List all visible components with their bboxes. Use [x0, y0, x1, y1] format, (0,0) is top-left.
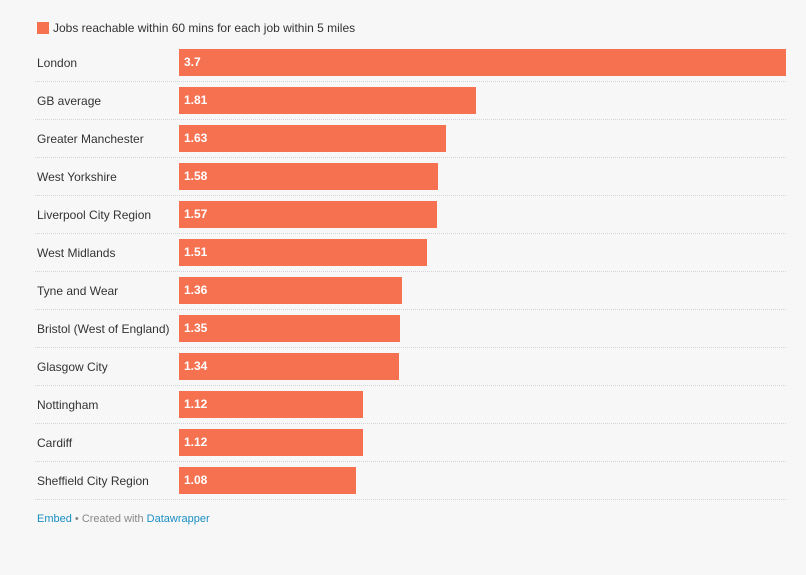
bar-value-label: 1.12 [184, 397, 208, 411]
bar-row: Nottingham 1.12 [35, 386, 786, 424]
bar [179, 87, 476, 114]
bar [179, 391, 363, 418]
bar [179, 201, 437, 228]
legend: Jobs reachable within 60 mins for each j… [37, 20, 355, 36]
category-label: Cardiff [37, 436, 73, 450]
bar-value-label: 1.34 [184, 359, 208, 373]
datawrapper-link[interactable]: Datawrapper [146, 513, 210, 525]
bar [179, 467, 356, 494]
bar-row: GB average 1.81 [35, 82, 786, 120]
bar-row: London 3.7 [35, 44, 786, 82]
category-label: GB average [37, 94, 102, 108]
bar-value-label: 1.63 [184, 131, 208, 145]
bar-value-label: 3.7 [184, 55, 201, 69]
category-label: London [37, 56, 78, 70]
bar-row: West Yorkshire 1.58 [35, 158, 786, 196]
footer-separator: • Created with [71, 513, 147, 525]
bar [179, 315, 400, 342]
legend-swatch [37, 22, 49, 34]
category-label: Greater Manchester [37, 132, 144, 146]
bar-row: Tyne and Wear 1.36 [35, 272, 786, 310]
category-label: Sheffield City Region [37, 474, 149, 488]
bar-value-label: 1.57 [184, 207, 208, 221]
bar-value-label: 1.36 [184, 283, 208, 297]
bar-row: West Midlands 1.51 [35, 234, 786, 272]
bar [179, 277, 402, 304]
bar [179, 429, 363, 456]
bar-value-label: 1.08 [184, 473, 208, 487]
category-label: Glasgow City [37, 360, 108, 374]
bar [179, 163, 438, 190]
category-label: Bristol (West of England) [37, 322, 170, 336]
bar-row: Bristol (West of England) 1.35 [35, 310, 786, 348]
legend-label: Jobs reachable within 60 mins for each j… [53, 21, 356, 35]
bar-value-label: 1.58 [184, 169, 208, 183]
bar-row: Sheffield City Region 1.08 [35, 462, 786, 500]
bar-value-label: 1.35 [184, 321, 208, 335]
bar [179, 49, 786, 76]
bar [179, 239, 427, 266]
category-label: West Midlands [37, 246, 116, 260]
category-label: Tyne and Wear [37, 284, 119, 298]
category-label: West Yorkshire [37, 170, 117, 184]
bar [179, 125, 446, 152]
footer: Embed • Created with Datawrapper [37, 513, 210, 525]
bar-value-label: 1.51 [184, 245, 208, 259]
category-label: Liverpool City Region [37, 208, 152, 222]
bar-value-label: 1.81 [184, 93, 208, 107]
bar-value-label: 1.12 [184, 435, 208, 449]
bar-row: Glasgow City 1.34 [35, 348, 786, 386]
bar-row: Greater Manchester 1.63 [35, 120, 786, 158]
bar-row: Cardiff 1.12 [35, 424, 786, 462]
bar [179, 353, 399, 380]
embed-link[interactable]: Embed [37, 513, 72, 525]
bar-row: Liverpool City Region 1.57 [35, 196, 786, 234]
category-label: Nottingham [37, 398, 99, 412]
